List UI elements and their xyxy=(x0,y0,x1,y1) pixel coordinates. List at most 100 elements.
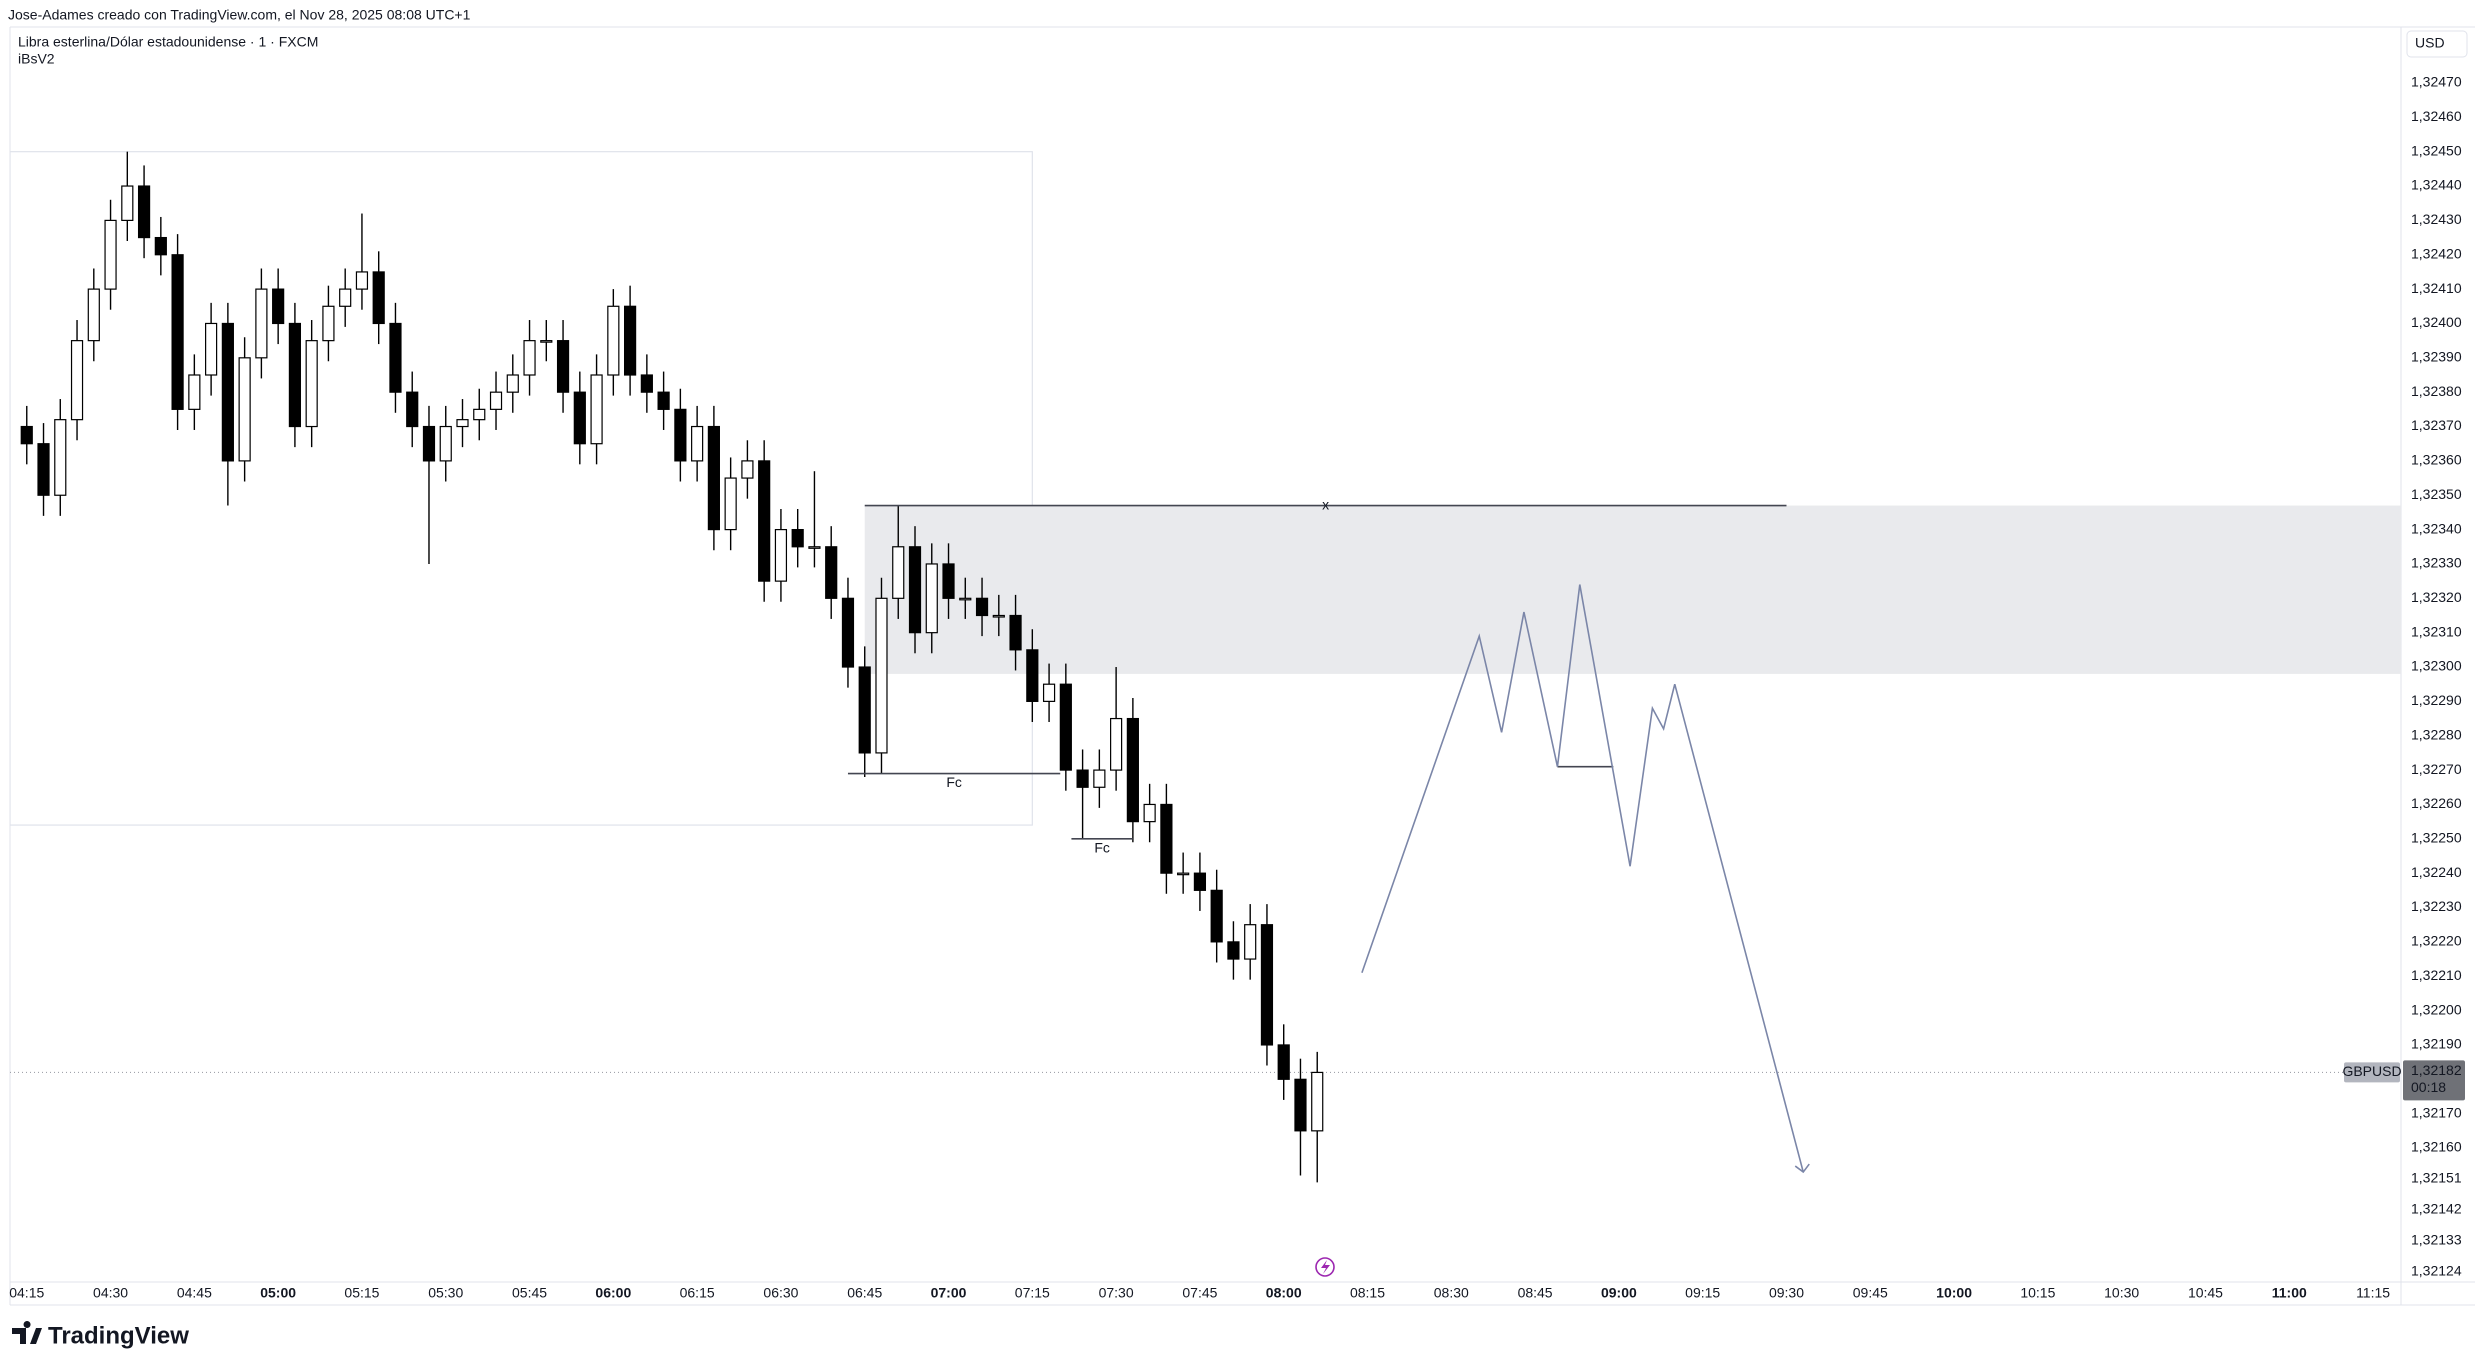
candle-body xyxy=(758,460,771,582)
candle-body xyxy=(322,305,335,342)
event-icon-bolt xyxy=(1321,1260,1330,1274)
candle-body xyxy=(607,305,620,376)
candle-body xyxy=(1076,769,1089,788)
candle-body xyxy=(707,425,720,531)
candle-body xyxy=(1042,683,1056,702)
x-tick-label: 05:15 xyxy=(344,1285,379,1301)
y-tick-label: 1,32210 xyxy=(2411,967,2462,983)
candle-body xyxy=(774,528,788,582)
candle-body xyxy=(221,322,234,462)
candle-body xyxy=(54,419,67,496)
candle-body xyxy=(523,340,536,376)
drawn-line-label: x xyxy=(1322,496,1329,512)
y-tick-label: 1,32450 xyxy=(2411,142,2462,158)
symbol-line: Libra esterlina/Dólar estadounidense · 1… xyxy=(18,34,318,50)
y-tick-label: 1,32290 xyxy=(2411,692,2462,708)
candle-body xyxy=(1294,1078,1307,1132)
candle-body xyxy=(355,271,369,290)
x-tick-label: 06:30 xyxy=(763,1285,798,1301)
price-tag-text: 1,32182 xyxy=(2411,1062,2462,1078)
candle-body xyxy=(741,460,754,479)
y-tick-label: 1,32260 xyxy=(2411,795,2462,811)
x-tick-label: 05:30 xyxy=(428,1285,463,1301)
currency[interactable]: USD xyxy=(2415,35,2445,51)
x-tick-label: 09:00 xyxy=(1601,1285,1637,1301)
candle-body xyxy=(288,322,302,428)
candle-body xyxy=(137,185,151,239)
y-tick-label: 1,32440 xyxy=(2411,177,2462,193)
candle-body xyxy=(37,443,50,496)
candle-body xyxy=(1160,803,1173,874)
y-tick-label: 1,32142 xyxy=(2411,1201,2462,1217)
x-tick-label: 10:45 xyxy=(2188,1285,2223,1301)
candle-body xyxy=(473,408,486,421)
countdown-text: 00:18 xyxy=(2411,1079,2446,1095)
y-tick-label: 1,32270 xyxy=(2411,761,2462,777)
x-tick-label: 07:15 xyxy=(1015,1285,1050,1301)
candle-body xyxy=(456,419,469,428)
candle-body xyxy=(20,425,33,445)
candle-body xyxy=(1177,872,1190,876)
candle-body xyxy=(171,254,184,410)
y-tick-label: 1,32370 xyxy=(2411,417,2462,433)
candle-body xyxy=(674,408,687,462)
candle-body xyxy=(1244,924,1257,960)
candle-body xyxy=(272,288,285,325)
candle-body xyxy=(339,288,352,307)
plot-area: x Fc Fc xyxy=(10,151,2401,1183)
x-tick-label: 09:15 xyxy=(1685,1285,1720,1301)
y-tick-label: 1,32190 xyxy=(2411,1036,2462,1052)
x-tick-label: 09:45 xyxy=(1853,1285,1888,1301)
x-tick-label: 08:45 xyxy=(1518,1285,1553,1301)
candle-body xyxy=(506,374,519,393)
candle-body xyxy=(892,546,905,599)
candle-body xyxy=(422,425,436,462)
candle-body xyxy=(623,305,637,376)
candle-body xyxy=(1110,717,1123,771)
y-tick-label: 1,32220 xyxy=(2411,933,2462,949)
candle-body xyxy=(372,271,385,325)
brand-mark xyxy=(12,1321,42,1344)
x-tick-label: 08:30 xyxy=(1434,1285,1469,1301)
candle-body xyxy=(1193,872,1207,891)
currency-button[interactable] xyxy=(2406,30,2468,58)
candle-body xyxy=(406,391,419,428)
x-tick-label: 04:45 xyxy=(177,1285,212,1301)
supply-zone xyxy=(864,505,2401,674)
brand-name: TradingView xyxy=(48,1322,189,1349)
candle-body xyxy=(791,528,804,548)
candle-body xyxy=(841,597,855,668)
y-tick-label: 1,32410 xyxy=(2411,280,2462,296)
candle-body xyxy=(154,236,167,256)
brand-logo[interactable]: TradingView xyxy=(12,1321,189,1349)
candle-body xyxy=(590,374,603,445)
candle-body xyxy=(489,391,503,410)
candle-body xyxy=(808,546,821,549)
x-tick-label: 11:00 xyxy=(2272,1285,2307,1301)
y-tick-label: 1,32124 xyxy=(2411,1262,2462,1278)
candle-body xyxy=(188,374,201,410)
candle-body xyxy=(70,340,84,421)
y-tick-label: 1,32250 xyxy=(2411,830,2462,846)
symbol-tag-text: GBPUSD xyxy=(2342,1063,2401,1079)
candle-body xyxy=(540,340,553,343)
symbol-tag xyxy=(2344,1062,2400,1083)
candle-body xyxy=(573,391,586,445)
candle-body xyxy=(908,546,922,634)
indicator-name: iBsV2 xyxy=(18,51,55,67)
author-line: Jose-Adames creado con TradingView.com, … xyxy=(8,7,471,23)
y-tick-label: 1,32400 xyxy=(2411,314,2462,330)
x-tick-label: 05:45 xyxy=(512,1285,547,1301)
candle-body xyxy=(238,357,251,462)
candle-body xyxy=(724,477,737,531)
candle-body xyxy=(657,391,670,410)
candle-body xyxy=(104,219,117,290)
y-tick-label: 1,32310 xyxy=(2411,623,2462,639)
x-tick-label: 08:00 xyxy=(1266,1285,1302,1301)
event-icon[interactable] xyxy=(1315,1257,1335,1277)
y-tick-label: 1,32151 xyxy=(2411,1170,2462,1186)
candle-body xyxy=(691,425,704,462)
